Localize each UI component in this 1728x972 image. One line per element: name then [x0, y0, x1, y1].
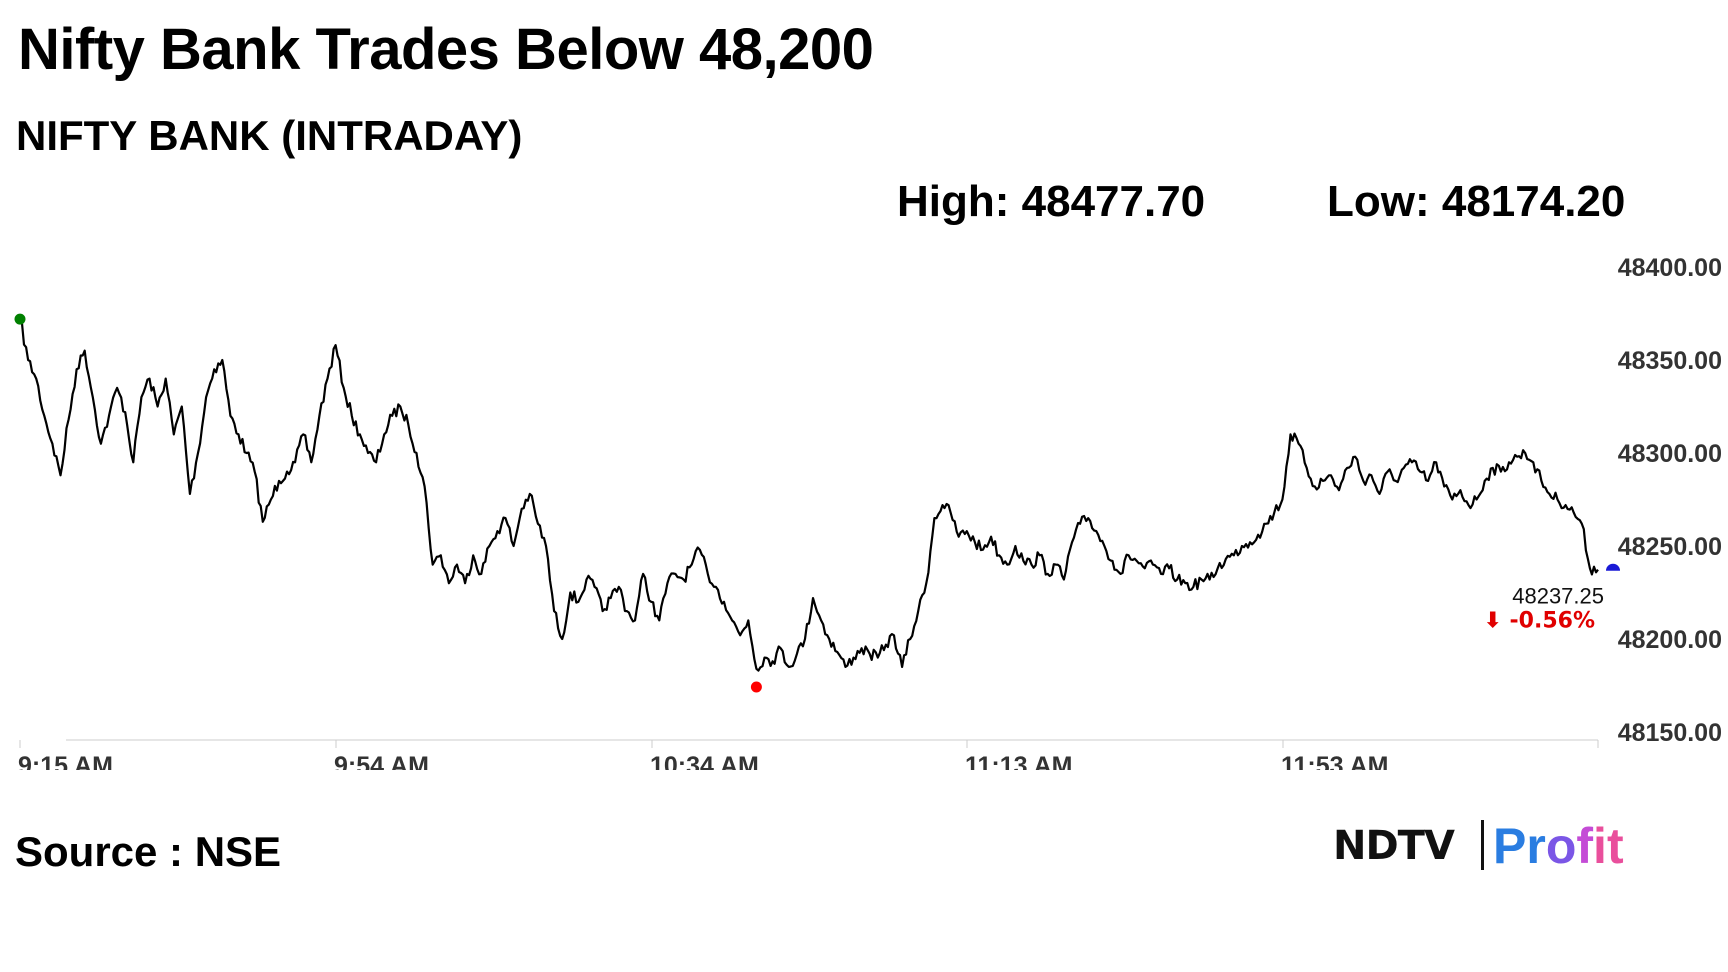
x-tick-label: 10:34 AM	[650, 752, 759, 770]
chart-title: Nifty Bank Trades Below 48,200	[18, 17, 874, 82]
chart-subtitle: NIFTY BANK (INTRADAY)	[16, 112, 523, 159]
price-line	[19, 318, 1599, 672]
x-tick-label: 9:15 AM	[18, 752, 113, 770]
last-point-marker	[1606, 563, 1620, 571]
logo-profit-text: Profit	[1493, 818, 1624, 874]
y-tick-label: 48400.00	[1618, 254, 1722, 282]
start-point-marker	[14, 313, 26, 325]
day-high-label: High: 48477.70	[897, 177, 1206, 226]
source-note: Source : NSE	[15, 828, 282, 875]
y-tick-label: 48350.00	[1618, 347, 1722, 375]
percent-change-label: ⬇ -0.56%	[1483, 609, 1595, 634]
y-tick-label: 48150.00	[1618, 719, 1722, 747]
low-point-marker	[750, 681, 762, 693]
y-tick-label: 48250.00	[1618, 533, 1722, 561]
x-tick-label: 9:54 AM	[334, 752, 429, 770]
ndtv-profit-logo: NDTV Profit	[1333, 818, 1633, 874]
logo-ndtv-text: NDTV	[1333, 823, 1455, 869]
y-tick-label: 48200.00	[1618, 626, 1722, 654]
x-tick-label: 11:13 AM	[965, 752, 1072, 770]
logo-divider	[1481, 820, 1484, 870]
day-low-label: Low: 48174.20	[1327, 177, 1626, 226]
y-tick-label: 48300.00	[1618, 440, 1722, 468]
last-value-label: 48237.25	[1512, 584, 1604, 609]
x-tick-label: 11:53 AM	[1281, 752, 1388, 770]
intraday-line-chart: 48400.00 48350.00 48300.00 48250.00 48200.00…	[14, 254, 1722, 770]
